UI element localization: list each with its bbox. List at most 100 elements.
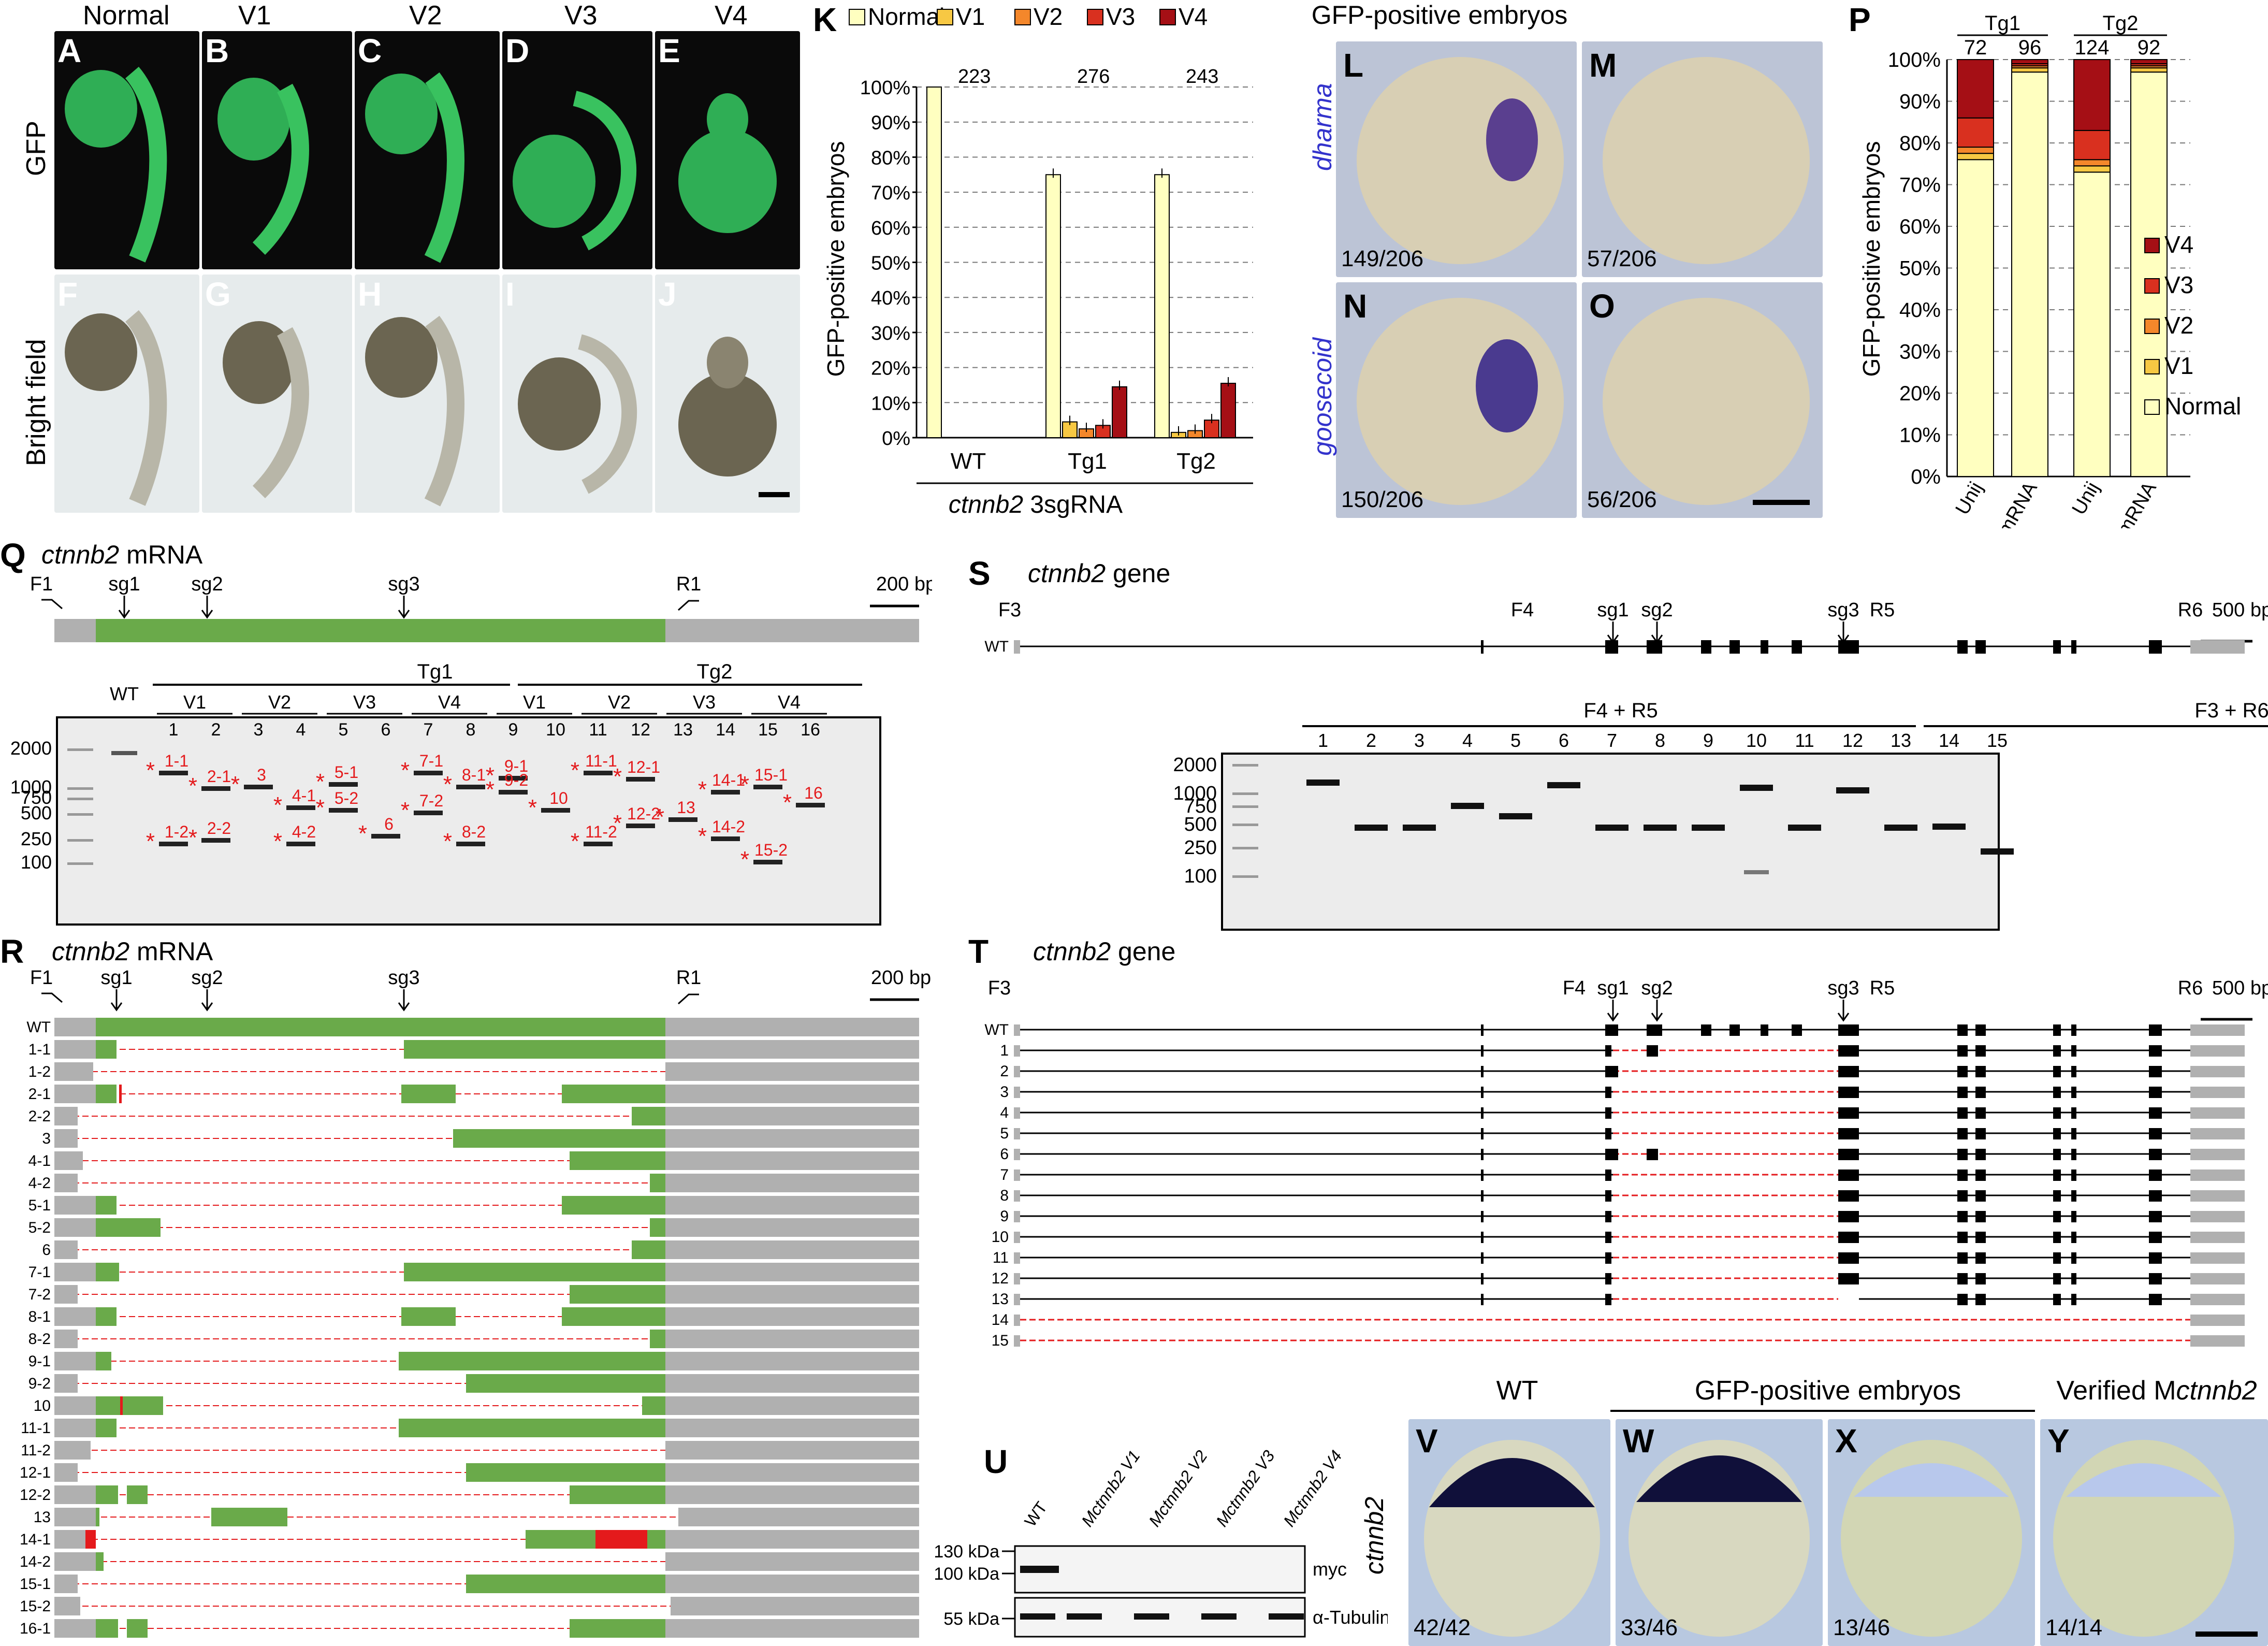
- t-exon: [1729, 1024, 1740, 1036]
- p-xlabel: Unij: [1952, 479, 1987, 519]
- t-row-label: 9: [1000, 1208, 1009, 1225]
- p-ytick: 90%: [1899, 91, 1941, 113]
- t-exon: [2053, 1066, 2061, 1077]
- r-segment: [96, 1485, 118, 1504]
- r-segment: [671, 1597, 919, 1615]
- r-row-label: 5-1: [28, 1197, 51, 1214]
- r-row-label: WT: [26, 1019, 51, 1036]
- p-bar-segment: [2073, 159, 2111, 167]
- s-band: [1788, 825, 1821, 831]
- k-ytick: 100%: [860, 77, 910, 99]
- t-primer-label: F3: [988, 977, 1011, 999]
- r-segment: [665, 1396, 919, 1415]
- s-exon: [1481, 640, 1484, 654]
- r-segment: [665, 1240, 919, 1259]
- q-band: [499, 776, 528, 781]
- p-group-label: Tg1: [1985, 12, 2020, 35]
- t-exon: [1975, 1045, 1986, 1057]
- q-lane-number: 2: [211, 720, 221, 740]
- t-utr5: [1014, 1211, 1020, 1222]
- q-gel-box: [56, 716, 881, 926]
- q-band-star: *: [656, 804, 664, 830]
- r-segment: [632, 1107, 665, 1125]
- p-bar-segment: [2073, 129, 2111, 161]
- q-band-label: 2-1: [207, 767, 231, 786]
- r-row-label: 8-1: [28, 1308, 51, 1325]
- t-exon: [1957, 1232, 1968, 1243]
- r-deletion-map: F1 sg1 sg2 sg3 R1 200 bp WT 1-1 1-2 2-1 2-2 3 4-1 4-2…: [20, 967, 931, 1638]
- q-band-star: *: [316, 795, 325, 820]
- r-segment: [96, 1419, 117, 1437]
- t-exon: [1975, 1211, 1986, 1222]
- r-row-label: 14-2: [20, 1553, 51, 1570]
- q-band-label: 6: [384, 815, 394, 833]
- p-legend-swatch: [2144, 359, 2160, 374]
- s-primer-label: R5: [1870, 599, 1895, 621]
- gene-goosecoid: goosecoid: [1308, 338, 1337, 456]
- q-band-label: 8-1: [462, 766, 486, 784]
- t-exon: [2149, 1294, 2162, 1305]
- s-band: [1644, 825, 1677, 831]
- t-exon: [1838, 1190, 1859, 1202]
- q-primer-label: F1: [30, 573, 53, 595]
- q-lane-number: 12: [631, 720, 650, 740]
- embryo-bf-v1: [223, 321, 309, 499]
- k-bars: WT 223 Tg1 276 Tg2 243: [926, 66, 1236, 474]
- p-legend-label: Normal: [2164, 393, 2241, 420]
- r-segment: [665, 1062, 919, 1081]
- t-utr5: [1014, 1294, 1020, 1305]
- chart-p: P GFP-positive embryos 0% 10% 20% 30% 40% 50%…: [1849, 1, 2241, 528]
- t-exon: [1975, 1190, 1986, 1202]
- letter-p: P: [1849, 1, 1871, 38]
- r-segment: [96, 1040, 117, 1059]
- r-segment: [647, 1530, 665, 1549]
- t-exon: [1957, 1128, 1968, 1139]
- r-segment: [466, 1463, 665, 1482]
- t-utr5: [1014, 1024, 1020, 1036]
- r-segment: [54, 1018, 96, 1036]
- r-segment: [54, 1330, 78, 1348]
- t-exon: [1957, 1190, 1968, 1202]
- k-group-label: WT: [951, 449, 986, 474]
- q-band: [456, 842, 485, 846]
- t-exon: [2053, 1169, 2061, 1181]
- s-exon: [1792, 640, 1802, 654]
- k-bar: [1062, 421, 1078, 438]
- r-row-label: 1-2: [28, 1063, 51, 1080]
- t-exon: [1838, 1087, 1859, 1098]
- u-marker-label: 100 kDa: [934, 1564, 999, 1584]
- r-row-label: 10: [34, 1397, 51, 1414]
- t-exon: [1792, 1024, 1802, 1036]
- t-exon: [2053, 1024, 2061, 1036]
- s-band: [1836, 787, 1869, 793]
- q-primer-label: sg1: [108, 573, 140, 595]
- q-utr5: [54, 619, 96, 642]
- t-row-label: 3: [1000, 1084, 1009, 1101]
- k-legend-label: V2: [1034, 3, 1063, 30]
- t-exon: [1838, 1211, 1859, 1222]
- gfp-panel-e: E: [655, 31, 800, 269]
- r-segment: [127, 1619, 148, 1638]
- embryo-w: [1629, 1440, 1810, 1637]
- q-band-label: 5-1: [335, 763, 358, 782]
- t-utr3: [2190, 1045, 2245, 1057]
- t-utr5: [1014, 1273, 1020, 1284]
- r-segment: [85, 1530, 96, 1549]
- t-exon: [1481, 1252, 1484, 1264]
- r-segment: [399, 1352, 665, 1370]
- r-row-label: 9-1: [28, 1353, 51, 1370]
- s-band: [1451, 803, 1484, 809]
- bf-panel-j: J: [655, 275, 800, 513]
- p-legend-swatch: [2144, 399, 2160, 415]
- t-exon: [2071, 1024, 2076, 1036]
- t-exon: [1605, 1211, 1611, 1222]
- r-segment: [570, 1285, 665, 1304]
- t-exon: [2149, 1232, 2162, 1243]
- q-band: [456, 785, 485, 789]
- r-segment: [54, 1441, 91, 1460]
- t-exon: [2149, 1169, 2162, 1181]
- s-lane-number: 4: [1462, 730, 1473, 751]
- u-band-tubulin: [1020, 1613, 1055, 1620]
- embryo-gfp-normal: [65, 66, 167, 263]
- t-exon: [1975, 1169, 1986, 1181]
